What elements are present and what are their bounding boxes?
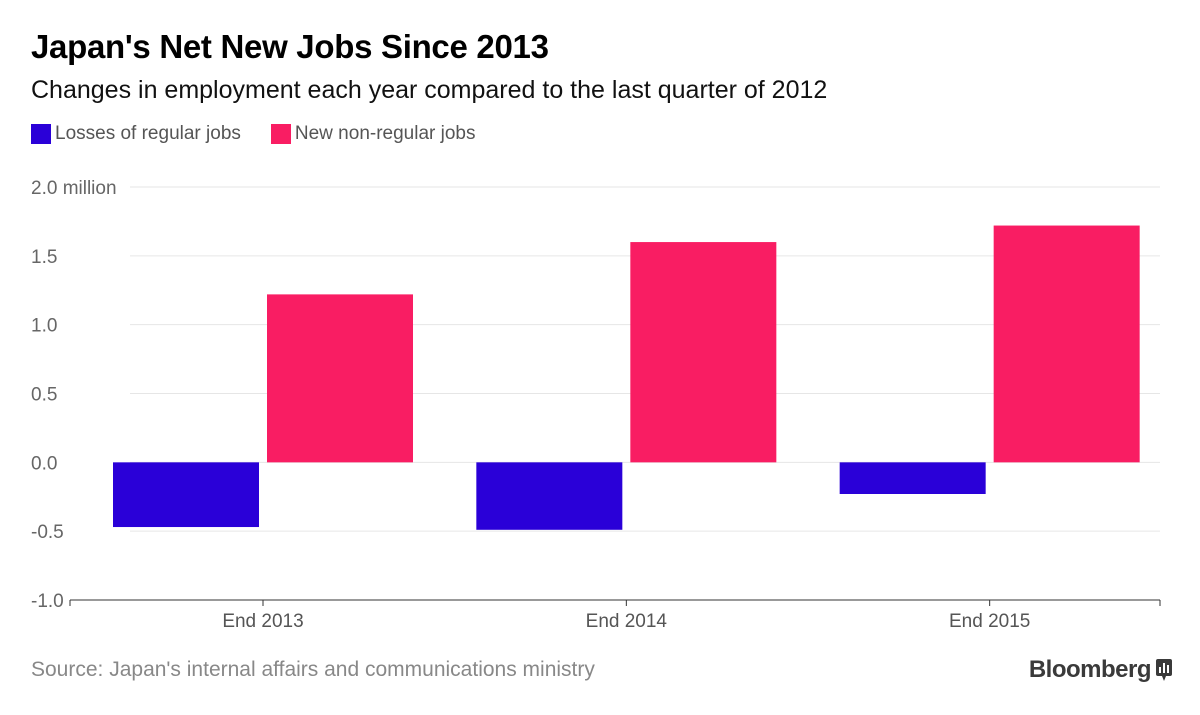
brand-logo: Bloomberg [1029, 656, 1172, 684]
y-tick-label: 0.0 [31, 453, 57, 474]
y-tick-label: 1.0 [31, 316, 57, 337]
y-tick-label: 0.5 [31, 385, 57, 406]
bar-losses [113, 462, 259, 528]
chart-title: Japan's Net New Jobs Since 2013 [31, 28, 549, 65]
y-tick-label: 1.5 [31, 247, 57, 268]
legend: Losses of regular jobs New non-regular j… [31, 123, 505, 145]
legend-label-losses: Losses of regular jobs [55, 123, 241, 144]
y-tick-label: -0.5 [31, 522, 64, 543]
bar-losses [839, 462, 986, 494]
bar-losses [476, 462, 623, 530]
x-tick-label: End 2014 [586, 611, 668, 632]
bar-gains [630, 242, 777, 463]
x-tick-label: End 2015 [949, 611, 1030, 632]
brand-name: Bloomberg [1028, 656, 1152, 683]
source-note: Source: Japan's internal affairs and com… [31, 658, 595, 681]
y-tick-label: -1.0 [31, 591, 64, 612]
bar-gains [267, 294, 413, 463]
legend-label-gains: New non-regular jobs [294, 123, 476, 144]
y-tick-label: 2.0 million [31, 178, 117, 199]
legend-item-gains: New non-regular jobs [270, 123, 476, 145]
x-tick-label: End 2013 [222, 611, 303, 632]
legend-swatch-gains [270, 124, 291, 144]
bloomberg-chart-icon [1156, 659, 1172, 681]
chart-subtitle: Changes in employment each year compared… [31, 76, 828, 104]
legend-swatch-losses [31, 124, 51, 144]
bar-gains [993, 225, 1140, 463]
legend-item-losses: Losses of regular jobs [31, 123, 241, 145]
